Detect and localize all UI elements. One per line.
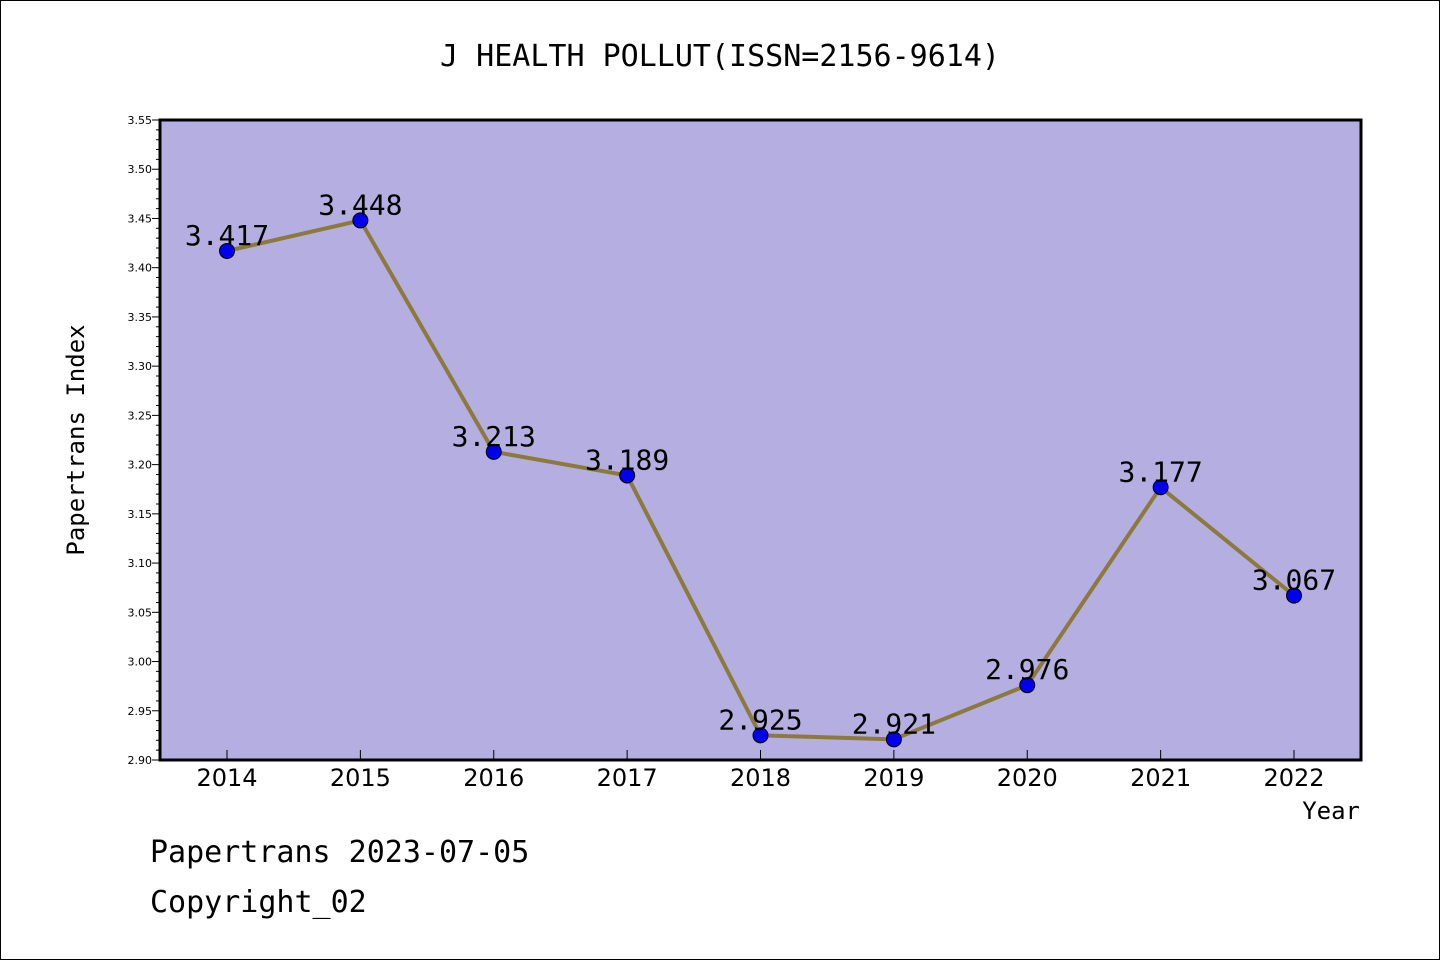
data-point (352, 212, 369, 229)
data-point (1286, 587, 1302, 604)
x-tick-label: 2020 (997, 764, 1058, 792)
data-point (752, 727, 769, 744)
y-tick-label: 3.45 (128, 212, 153, 225)
x-tick-label: 2016 (463, 764, 524, 792)
y-tick-label: 3.30 (128, 360, 153, 373)
data-point (485, 443, 502, 460)
data-point (619, 467, 636, 484)
y-tick-label: 3.50 (128, 163, 153, 176)
data-label: 2.976 (985, 653, 1069, 686)
x-tick-label: 2022 (1263, 764, 1324, 792)
y-axis-ticks: 2.90 2.95 3.00 3.05 3.10 3.15 3.20 3.25 3.30 3.35… (128, 114, 160, 767)
data-label: 3.189 (585, 443, 669, 476)
x-tick-label: 2018 (730, 764, 791, 792)
y-tick-label: 3.10 (128, 557, 153, 570)
data-label: 3.177 (1118, 455, 1202, 488)
x-tick-label: 2017 (597, 764, 658, 792)
data-point (1019, 677, 1036, 694)
footer-copyright: Copyright_02 (150, 885, 367, 920)
x-axis-ticks: 2014 2015 2016 2017 2018 2019 2020 2021 2022 (196, 750, 1325, 792)
y-tick-label: 3.00 (128, 656, 153, 669)
x-tick-label: 2021 (1130, 764, 1191, 792)
x-tick-label: 2019 (863, 764, 924, 792)
y-tick-label: 3.20 (128, 459, 153, 472)
data-label: 3.213 (452, 420, 536, 453)
data-label: 2.921 (852, 707, 936, 740)
y-tick-label: 3.05 (128, 606, 153, 619)
y-tick-label: 3.35 (128, 311, 153, 324)
footer-date: Papertrans 2023-07-05 (150, 835, 530, 870)
data-point (1152, 479, 1169, 496)
y-tick-label: 3.40 (128, 262, 153, 275)
y-tick-label: 3.55 (128, 114, 153, 127)
x-axis-label: Year (1302, 797, 1360, 825)
chart-title: J HEALTH POLLUT(ISSN=2156-9614) (440, 39, 1000, 74)
data-point (885, 731, 902, 748)
y-tick-label: 2.90 (128, 754, 153, 767)
x-tick-label: 2014 (196, 764, 257, 792)
data-point (219, 242, 235, 259)
y-axis-label: Papertrans Index (62, 324, 90, 555)
y-tick-label: 3.25 (128, 409, 153, 422)
data-label: 3.067 (1252, 564, 1336, 597)
y-tick-label: 3.15 (128, 508, 153, 521)
data-label: 3.417 (185, 219, 269, 252)
x-tick-label: 2015 (330, 764, 391, 792)
data-label: 2.925 (718, 703, 802, 736)
y-tick-label: 2.95 (128, 705, 153, 718)
data-label: 3.448 (318, 188, 402, 221)
series-group: 3.417 3.448 3.213 3.189 2.925 2.921 2.976 3.177… (185, 188, 1336, 748)
